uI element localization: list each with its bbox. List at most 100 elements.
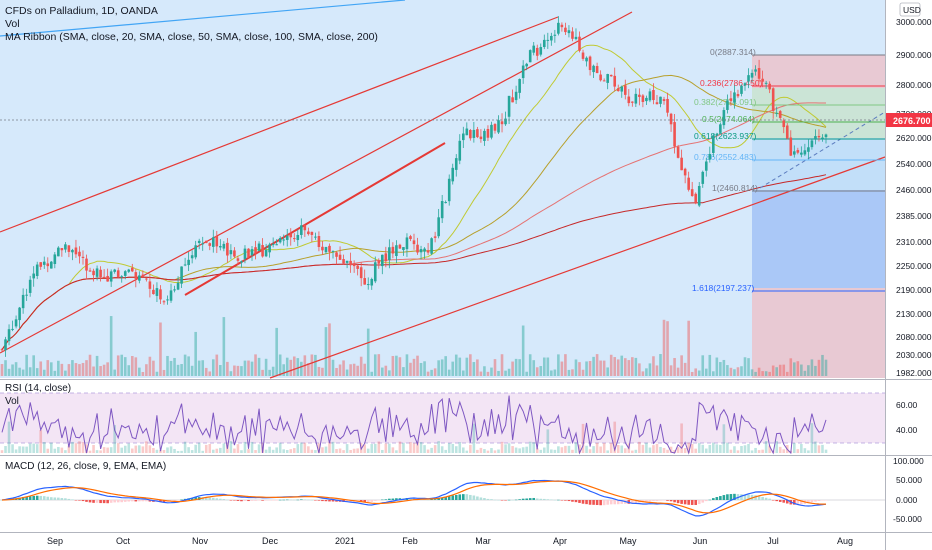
rsi-volume-bar <box>176 450 180 453</box>
candle-body <box>743 83 747 86</box>
rsi-volume-bar <box>490 448 493 453</box>
volume-bar <box>300 361 303 376</box>
rsi-volume-bar <box>99 450 102 453</box>
macd-bar <box>60 498 64 500</box>
volume-bar <box>321 367 324 376</box>
macd-bar <box>21 497 25 500</box>
price-tick: 2130.000 <box>896 309 932 319</box>
rsi-volume-bar <box>250 441 254 453</box>
ma-ribbon-label: MA Ribbon (SMA, close, 20, SMA, close, 5… <box>5 31 378 43</box>
candle-body <box>750 72 754 78</box>
rsi-volume-bar <box>307 446 310 453</box>
macd-bar <box>726 494 729 500</box>
currency-label: USD <box>903 5 921 15</box>
candle-body <box>109 271 113 282</box>
rsi-volume-bar <box>750 450 754 453</box>
macd-bar <box>814 500 817 502</box>
volume-bar <box>388 370 391 376</box>
candle-body <box>85 258 88 271</box>
volume-bar <box>771 365 775 376</box>
candle-body <box>303 225 307 231</box>
macd-bar <box>300 499 303 500</box>
candle-body <box>240 261 243 263</box>
volume-bar <box>176 364 180 376</box>
fib-zone-deep-blue <box>752 190 885 288</box>
macd-bar <box>680 500 683 504</box>
candle-body <box>796 150 800 153</box>
macd-bar <box>109 500 113 503</box>
macd-bar <box>581 500 585 504</box>
rsi-volume-bar <box>571 449 574 453</box>
macd-bar <box>697 500 701 505</box>
volume-bar <box>497 370 500 376</box>
time-tick: Apr <box>553 536 567 546</box>
volume-bar <box>197 360 201 376</box>
candle-body <box>578 36 581 51</box>
price-tick: 2900.000 <box>896 50 932 60</box>
volume-bar <box>701 355 705 376</box>
rsi-volume-bar <box>701 444 705 453</box>
candle-body <box>620 86 624 92</box>
candle-body <box>278 238 282 243</box>
candle-body <box>60 248 64 251</box>
rsi-volume-bar <box>532 442 536 453</box>
macd-bar <box>733 493 736 500</box>
volume-bar <box>750 369 754 376</box>
candle-body <box>391 246 395 254</box>
rsi-volume-bar <box>602 443 606 453</box>
candle-body <box>64 244 67 250</box>
candle-body <box>733 92 736 103</box>
volume-bar <box>342 360 345 376</box>
rsi-vol-label: Vol <box>5 396 19 407</box>
rsi-volume-bar <box>715 444 719 453</box>
volume-bar <box>733 369 736 376</box>
rsi-volume-bar <box>444 449 447 453</box>
rsi-volume-bar <box>521 447 525 453</box>
candle-body <box>388 247 391 260</box>
volume-bar <box>141 371 145 376</box>
time-tick: 2021 <box>335 536 355 546</box>
candle-body <box>757 68 761 79</box>
macd-bar <box>116 500 120 503</box>
candle-body <box>176 282 180 290</box>
rsi-volume-bar <box>690 443 694 453</box>
rsi-volume-bar <box>257 444 261 453</box>
candle-body <box>28 279 32 293</box>
currency-badge[interactable] <box>899 2 921 17</box>
candle-body <box>525 63 528 67</box>
macd-tick-50: 50.000 <box>896 475 922 485</box>
candle-body <box>183 264 187 266</box>
candle-body <box>187 259 190 266</box>
volume-bar <box>507 368 511 376</box>
candle-body <box>81 256 85 258</box>
candle-body <box>67 245 71 252</box>
macd-bar <box>254 500 257 501</box>
rsi-volume-bar <box>14 449 18 453</box>
macd-bar <box>525 498 528 500</box>
rsi-volume-bar <box>187 447 190 453</box>
macd-bar <box>476 496 479 500</box>
candle-body <box>469 129 472 139</box>
macd-bar <box>613 500 617 505</box>
candle-body <box>321 246 324 251</box>
time-tick: Sep <box>47 536 63 546</box>
rsi-volume-bar <box>53 448 57 453</box>
volume-bar <box>292 356 296 376</box>
macd-bar <box>148 500 152 502</box>
rsi-volume-bar <box>567 445 571 453</box>
rsi-volume-bar <box>201 450 205 453</box>
candle-body <box>194 245 197 258</box>
rsi-volume-bar <box>817 445 821 453</box>
macd-bar <box>35 495 39 500</box>
macd-bar <box>451 495 455 500</box>
volume-bar <box>190 365 194 376</box>
rsi-volume-bar <box>152 448 155 453</box>
volume-bar <box>652 356 655 376</box>
candle-body <box>542 39 546 48</box>
rsi-volume-bar <box>423 445 426 453</box>
volume-bar <box>454 354 458 376</box>
time-tick: Feb <box>402 536 418 546</box>
macd-bar <box>771 500 775 501</box>
candle-body <box>814 136 817 140</box>
